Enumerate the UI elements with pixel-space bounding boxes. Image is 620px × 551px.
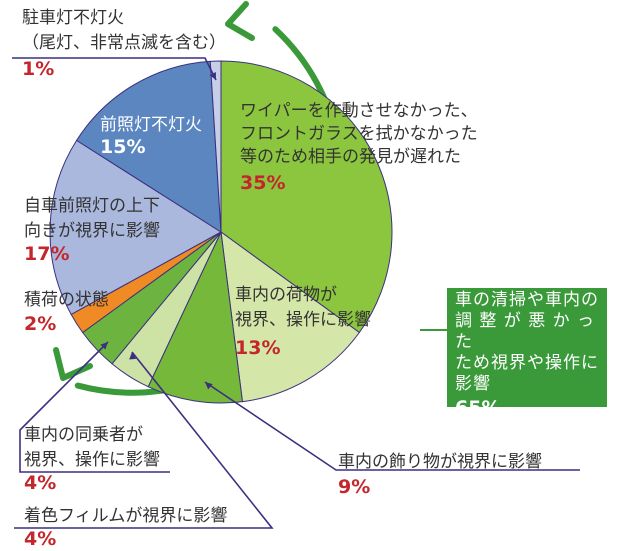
leader-parking-light bbox=[12, 57, 217, 81]
label-cargo-inside: 車内の荷物が 視界、操作に影響 bbox=[235, 285, 371, 330]
leader-arrowhead-1 bbox=[205, 382, 213, 390]
pie-slice-parking-light bbox=[209, 60, 222, 233]
leader-passenger bbox=[19, 341, 170, 473]
leader-arrowhead-3 bbox=[100, 342, 108, 350]
pct-passenger: 4% bbox=[24, 472, 57, 494]
leader-arrowhead-0 bbox=[209, 72, 216, 80]
cycle-arrow-head-top bbox=[225, 1, 255, 41]
label-tint-film: 着色フィルムが視界に影響 bbox=[24, 506, 228, 526]
leader-arrowhead-2 bbox=[129, 352, 137, 360]
label-headlight-aim: 自車前照灯の上下 向きが視界に影響 bbox=[24, 196, 160, 241]
label-cargo-state: 積荷の状態 bbox=[24, 290, 109, 310]
leader-ornaments bbox=[204, 381, 580, 471]
pct-cargo-inside: 13% bbox=[235, 337, 281, 359]
pct-parking-light: 1% bbox=[22, 58, 55, 80]
summary-box: 車の清掃や車内の 調 整 が 悪 か っ た ため視界や操作に 影響 65% bbox=[447, 288, 607, 419]
pct-ornaments: 9% bbox=[338, 476, 371, 498]
pct-headlight-off: 15% bbox=[100, 136, 146, 158]
pct-tint-film: 4% bbox=[24, 528, 57, 550]
label-ornaments: 車内の飾り物が視界に影響 bbox=[338, 452, 542, 472]
label-parking-light: 駐車灯不灯火 （尾灯、非常点滅を含む） bbox=[22, 8, 226, 53]
pie-slice-headlight-aim bbox=[49, 139, 222, 316]
leader-tint-film bbox=[14, 351, 274, 529]
label-passenger: 車内の同乗者が 視界、操作に影響 bbox=[24, 425, 160, 470]
summary-pct: 65% bbox=[455, 397, 501, 419]
pie-slice-headlight-off bbox=[75, 60, 222, 233]
pie-slice-wiper bbox=[220, 60, 393, 334]
label-headlight-off: 前照灯不灯火 bbox=[100, 115, 202, 135]
pie-slice-ornaments bbox=[147, 230, 243, 404]
summary-label: 車の清掃や車内の 調 整 が 悪 か っ た ため視界や操作に 影響 bbox=[455, 290, 599, 394]
pct-wiper: 35% bbox=[240, 172, 286, 194]
pct-cargo-state: 2% bbox=[24, 313, 57, 335]
pie-slice-cargo-inside bbox=[220, 230, 361, 403]
label-wiper: ワイパーを作動させなかった、 フロントガラスを拭かなかった 等のため相手の発見が… bbox=[240, 101, 478, 167]
pct-headlight-aim: 17% bbox=[24, 243, 70, 265]
